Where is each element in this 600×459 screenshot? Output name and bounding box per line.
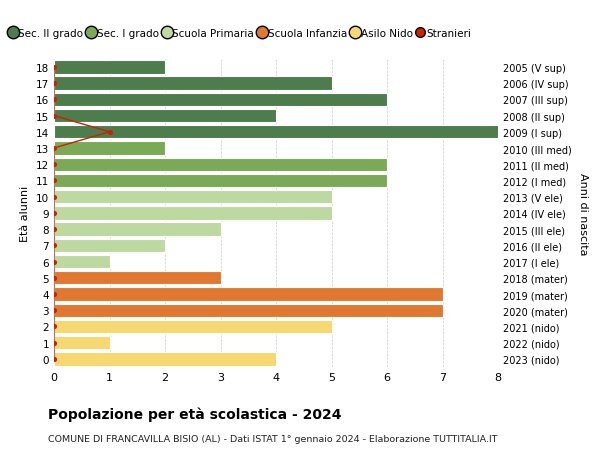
Point	[49, 226, 59, 233]
Bar	[54, 255, 110, 269]
Bar	[54, 110, 276, 123]
Bar	[54, 61, 165, 74]
Text: Popolazione per età scolastica - 2024: Popolazione per età scolastica - 2024	[48, 406, 341, 421]
Bar	[54, 353, 276, 366]
Bar	[54, 239, 165, 252]
Point	[49, 80, 59, 88]
Point	[49, 145, 59, 152]
Point	[49, 161, 59, 168]
Bar	[54, 336, 110, 350]
Bar	[54, 142, 165, 155]
Y-axis label: Anni di nascita: Anni di nascita	[578, 172, 588, 255]
Y-axis label: Età alunni: Età alunni	[20, 185, 31, 241]
Point	[49, 64, 59, 72]
Bar	[54, 207, 331, 220]
Text: COMUNE DI FRANCAVILLA BISIO (AL) - Dati ISTAT 1° gennaio 2024 - Elaborazione TUT: COMUNE DI FRANCAVILLA BISIO (AL) - Dati …	[48, 434, 497, 443]
Bar	[54, 77, 331, 90]
Bar	[54, 304, 443, 317]
Point	[49, 194, 59, 201]
Point	[49, 274, 59, 282]
Point	[49, 242, 59, 250]
Point	[49, 355, 59, 363]
Bar	[54, 272, 221, 285]
Point	[49, 112, 59, 120]
Bar	[54, 174, 387, 188]
Point	[49, 339, 59, 347]
Bar	[54, 158, 387, 172]
Point	[49, 291, 59, 298]
Legend: Sec. II grado, Sec. I grado, Scuola Primaria, Scuola Infanzia, Asilo Nido, Stran: Sec. II grado, Sec. I grado, Scuola Prim…	[6, 25, 475, 44]
Bar	[54, 126, 498, 139]
Bar	[54, 190, 331, 204]
Bar	[54, 320, 331, 333]
Point	[49, 96, 59, 104]
Point	[49, 258, 59, 266]
Point	[49, 177, 59, 185]
Point	[49, 210, 59, 217]
Bar	[54, 288, 443, 301]
Bar	[54, 94, 387, 107]
Point	[49, 307, 59, 314]
Point	[105, 129, 115, 136]
Bar	[54, 223, 221, 236]
Point	[49, 323, 59, 330]
